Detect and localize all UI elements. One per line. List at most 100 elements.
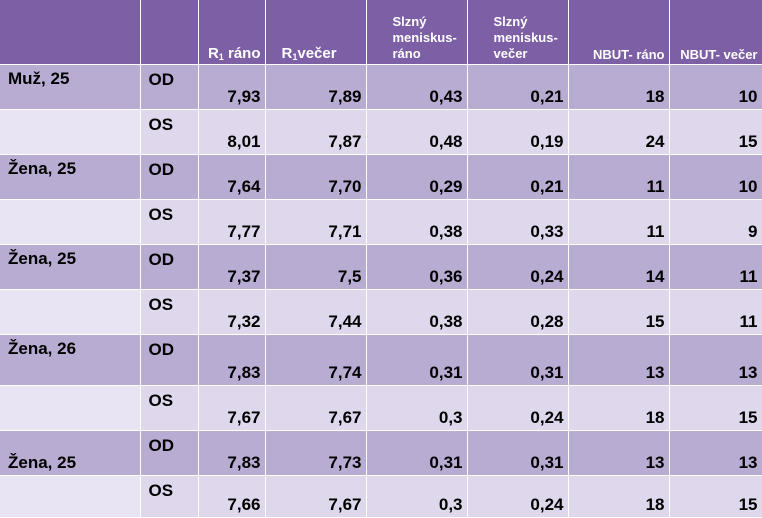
r-morning-cell: 7,66 bbox=[198, 475, 266, 518]
subject-cell bbox=[0, 199, 141, 245]
subject-cell: Žena, 26 bbox=[0, 334, 141, 386]
subject-cell: Žena, 25 bbox=[0, 430, 141, 476]
r-evening-cell: 7,71 bbox=[265, 199, 367, 245]
header-r-evening: R1večer bbox=[265, 0, 367, 65]
subject-cell bbox=[0, 109, 141, 155]
table-row: Žena, 26 OD 7,83 7,74 0,31 0,31 13 13 bbox=[0, 334, 762, 386]
nbut-morning-cell: 14 bbox=[568, 244, 670, 290]
nbut-morning-cell: 18 bbox=[568, 64, 670, 110]
subject-cell: Žena, 25 bbox=[0, 154, 141, 200]
table-row: OS 8,01 7,87 0,48 0,19 24 15 bbox=[0, 109, 762, 155]
eye-cell: OS bbox=[140, 109, 199, 155]
r-evening-cell: 7,67 bbox=[265, 385, 367, 431]
eye-cell: OS bbox=[140, 289, 199, 335]
meniscus-morning-cell: 0,3 bbox=[366, 475, 468, 518]
meniscus-evening-cell: 0,28 bbox=[467, 289, 569, 335]
r-morning-cell: 7,32 bbox=[198, 289, 266, 335]
nbut-evening-cell: 13 bbox=[669, 334, 762, 386]
r-evening-cell: 7,73 bbox=[265, 430, 367, 476]
header-r-evening-sub: 1 bbox=[292, 52, 298, 62]
meniscus-morning-cell: 0,3 bbox=[366, 385, 468, 431]
meniscus-evening-cell: 0,24 bbox=[467, 244, 569, 290]
r-evening-cell: 7,5 bbox=[265, 244, 367, 290]
eye-cell: OS bbox=[140, 385, 199, 431]
meniscus-evening-cell: 0,21 bbox=[467, 64, 569, 110]
header-r-evening-suffix: večer bbox=[297, 45, 337, 62]
nbut-evening-cell: 15 bbox=[669, 475, 762, 518]
nbut-evening-cell: 11 bbox=[669, 244, 762, 290]
nbut-evening-cell: 15 bbox=[669, 109, 762, 155]
table-row: Žena, 25 OD 7,83 7,73 0,31 0,31 13 13 bbox=[0, 430, 762, 476]
header-r-morning-sub: 1 bbox=[218, 52, 224, 62]
nbut-morning-cell: 24 bbox=[568, 109, 670, 155]
r-evening-cell: 7,67 bbox=[265, 475, 367, 518]
r-evening-cell: 7,70 bbox=[265, 154, 367, 200]
nbut-evening-cell: 10 bbox=[669, 64, 762, 110]
nbut-morning-cell: 11 bbox=[568, 154, 670, 200]
meniscus-evening-cell: 0,31 bbox=[467, 430, 569, 476]
subject-cell: Žena, 25 bbox=[0, 244, 141, 290]
meniscus-evening-cell: 0,19 bbox=[467, 109, 569, 155]
r-evening-cell: 7,89 bbox=[265, 64, 367, 110]
subject-cell bbox=[0, 475, 141, 518]
meniscus-evening-cell: 0,24 bbox=[467, 475, 569, 518]
nbut-morning-cell: 13 bbox=[568, 430, 670, 476]
meniscus-morning-cell: 0,48 bbox=[366, 109, 468, 155]
subject-cell: Muž, 25 bbox=[0, 64, 141, 110]
meniscus-morning-cell: 0,29 bbox=[366, 154, 468, 200]
meniscus-morning-cell: 0,31 bbox=[366, 430, 468, 476]
header-eye bbox=[140, 0, 199, 65]
header-meniscus-evening: Slzný meniskus-večer bbox=[467, 0, 569, 65]
table-row: OS 7,32 7,44 0,38 0,28 15 11 bbox=[0, 289, 762, 335]
meniscus-evening-cell: 0,21 bbox=[467, 154, 569, 200]
nbut-evening-cell: 15 bbox=[669, 385, 762, 431]
meniscus-evening-cell: 0,33 bbox=[467, 199, 569, 245]
header-nbut-evening: NBUT- večer bbox=[669, 0, 762, 65]
table-row: OS 7,66 7,67 0,3 0,24 18 15 bbox=[0, 475, 762, 518]
nbut-evening-cell: 13 bbox=[669, 430, 762, 476]
r-evening-cell: 7,44 bbox=[265, 289, 367, 335]
nbut-evening-cell: 10 bbox=[669, 154, 762, 200]
header-r-morning-suffix: ráno bbox=[223, 45, 261, 62]
header-r-morning: R1 ráno bbox=[198, 0, 266, 65]
eye-cell: OD bbox=[140, 154, 199, 200]
header-subject bbox=[0, 0, 141, 65]
r-morning-cell: 7,83 bbox=[198, 430, 266, 476]
nbut-morning-cell: 18 bbox=[568, 475, 670, 518]
table-row: OS 7,77 7,71 0,38 0,33 11 9 bbox=[0, 199, 762, 245]
eye-cell: OD bbox=[140, 244, 199, 290]
meniscus-morning-cell: 0,31 bbox=[366, 334, 468, 386]
table-row: Žena, 25 OD 7,37 7,5 0,36 0,24 14 11 bbox=[0, 244, 762, 290]
eye-cell: OD bbox=[140, 430, 199, 476]
table-row: OS 7,67 7,67 0,3 0,24 18 15 bbox=[0, 385, 762, 431]
eye-cell: OS bbox=[140, 199, 199, 245]
table-row: Žena, 25 OD 7,64 7,70 0,29 0,21 11 10 bbox=[0, 154, 762, 200]
header-nbut-morning: NBUT- ráno bbox=[568, 0, 670, 65]
meniscus-morning-cell: 0,36 bbox=[366, 244, 468, 290]
subject-cell bbox=[0, 289, 141, 335]
r-morning-cell: 7,37 bbox=[198, 244, 266, 290]
r-morning-cell: 7,93 bbox=[198, 64, 266, 110]
table-row: Muž, 25 OD 7,93 7,89 0,43 0,21 18 10 bbox=[0, 64, 762, 110]
subject-cell bbox=[0, 385, 141, 431]
r-morning-cell: 7,83 bbox=[198, 334, 266, 386]
nbut-evening-cell: 9 bbox=[669, 199, 762, 245]
meniscus-morning-cell: 0,38 bbox=[366, 289, 468, 335]
meniscus-evening-cell: 0,24 bbox=[467, 385, 569, 431]
r-morning-cell: 7,64 bbox=[198, 154, 266, 200]
header-meniscus-morning: Slzný meniskus-ráno bbox=[366, 0, 468, 65]
nbut-morning-cell: 11 bbox=[568, 199, 670, 245]
header-r-morning-letter: R bbox=[207, 45, 219, 62]
meniscus-morning-cell: 0,43 bbox=[366, 64, 468, 110]
nbut-morning-cell: 18 bbox=[568, 385, 670, 431]
eye-cell: OD bbox=[140, 64, 199, 110]
header-row: R1 ráno R1večer Slzný meniskus-ráno Slzn… bbox=[0, 0, 762, 65]
meniscus-morning-cell: 0,38 bbox=[366, 199, 468, 245]
r-morning-cell: 7,67 bbox=[198, 385, 266, 431]
r-evening-cell: 7,74 bbox=[265, 334, 367, 386]
header-r-evening-letter: R bbox=[281, 45, 293, 62]
eye-cell: OS bbox=[140, 475, 199, 518]
r-morning-cell: 8,01 bbox=[198, 109, 266, 155]
r-evening-cell: 7,87 bbox=[265, 109, 367, 155]
